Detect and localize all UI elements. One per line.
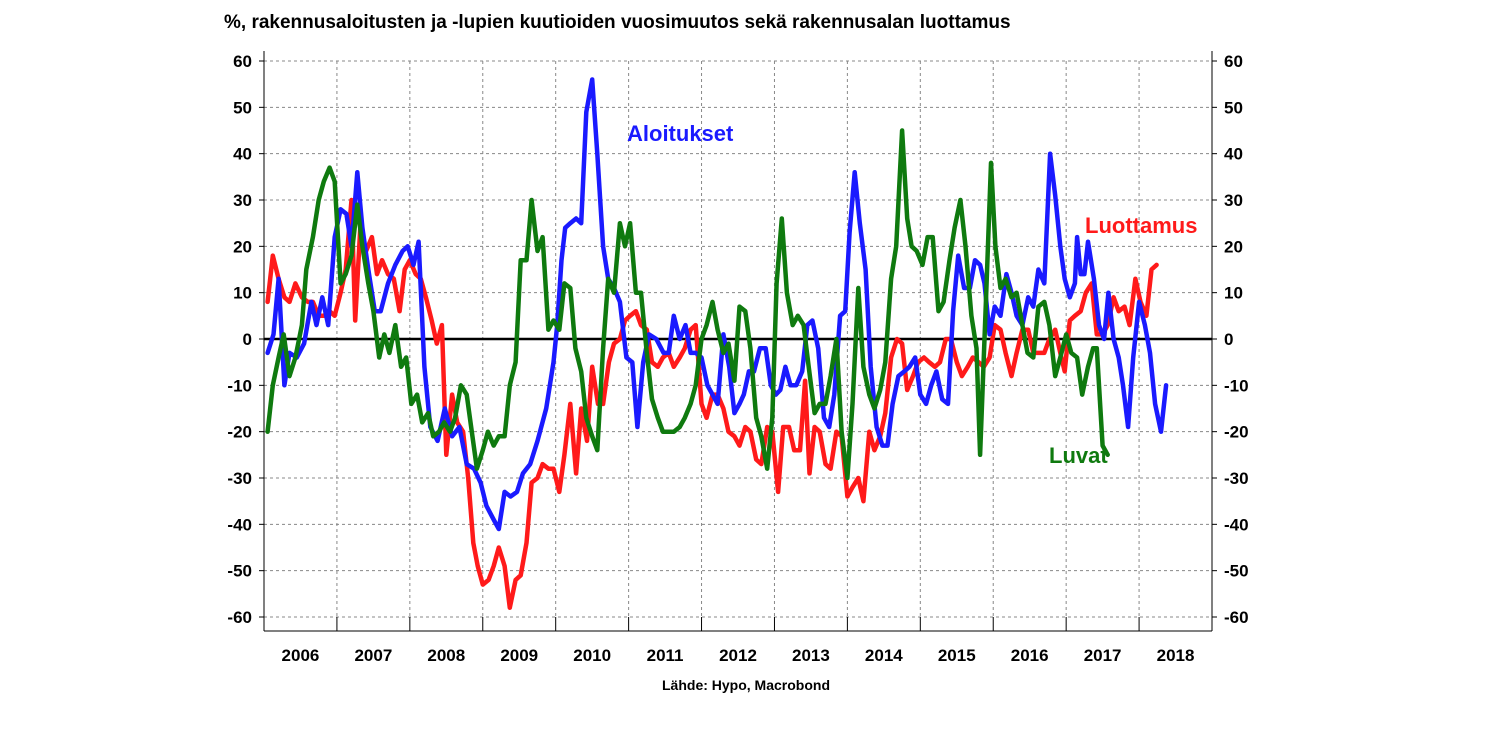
series-line-luvat bbox=[265, 128, 1110, 481]
y-tick-label-left: -30 bbox=[227, 469, 252, 488]
y-tick-label-right: 10 bbox=[1224, 284, 1243, 303]
series-lines bbox=[265, 77, 1169, 610]
y-tick-label-left: -40 bbox=[227, 515, 252, 534]
x-tick-label: 2013 bbox=[792, 646, 830, 665]
y-tick-label-right: -60 bbox=[1224, 608, 1249, 627]
y-tick-label-left: -50 bbox=[227, 562, 252, 581]
y-tick-label-left: 60 bbox=[233, 52, 252, 71]
x-tick-label: 2008 bbox=[427, 646, 465, 665]
y-tick-label-right: 40 bbox=[1224, 145, 1243, 164]
y-tick-label-left: 40 bbox=[233, 145, 252, 164]
x-tick-label: 2016 bbox=[1011, 646, 1049, 665]
y-tick-label-right: 50 bbox=[1224, 98, 1243, 117]
x-tick-label: 2011 bbox=[647, 646, 684, 665]
x-tick-label: 2014 bbox=[865, 646, 903, 665]
series-line-luottamus bbox=[265, 197, 1159, 610]
series-annotations: Aloitukset Luottamus Luvat bbox=[627, 121, 1197, 468]
y-tick-label-left: 30 bbox=[233, 191, 252, 210]
y-tick-label-left: 0 bbox=[243, 330, 252, 349]
chart-title: %, rakennusaloitusten ja -lupien kuutioi… bbox=[224, 12, 1011, 33]
x-tick-label: 2015 bbox=[938, 646, 976, 665]
x-tick-label: 2017 bbox=[1084, 646, 1122, 665]
y-tick-label-right: -10 bbox=[1224, 376, 1249, 395]
y-tick-label-left: 20 bbox=[233, 237, 252, 256]
y-tick-label-right: 0 bbox=[1224, 330, 1233, 349]
x-tick-label: 2007 bbox=[354, 646, 392, 665]
x-tick-label: 2006 bbox=[282, 646, 320, 665]
y-tick-label-right: 20 bbox=[1224, 237, 1243, 256]
y-tick-label-left: -10 bbox=[227, 376, 252, 395]
x-tick-label: 2018 bbox=[1157, 646, 1195, 665]
y-tick-label-right: -40 bbox=[1224, 515, 1249, 534]
source-note: Lähde: Hypo, Macrobond bbox=[662, 677, 830, 693]
series-annotation-luottamus: Luottamus bbox=[1085, 213, 1197, 238]
series-annotation-luvat: Luvat bbox=[1049, 443, 1108, 468]
y-tick-label-right: 60 bbox=[1224, 52, 1243, 71]
y-tick-label-left: 10 bbox=[233, 284, 252, 303]
x-tick-label: 2012 bbox=[719, 646, 757, 665]
x-tick-label: 2009 bbox=[500, 646, 538, 665]
y-tick-label-left: -60 bbox=[227, 608, 252, 627]
y-tick-label-left: -20 bbox=[227, 423, 252, 442]
x-tick-label: 2010 bbox=[573, 646, 611, 665]
y-tick-label-right: -30 bbox=[1224, 469, 1249, 488]
y-tick-label-right: -50 bbox=[1224, 562, 1249, 581]
series-annotation-aloitukset: Aloitukset bbox=[627, 121, 734, 146]
y-tick-label-right: 30 bbox=[1224, 191, 1243, 210]
y-tick-label-left: 50 bbox=[233, 98, 252, 117]
y-tick-label-right: -20 bbox=[1224, 423, 1249, 442]
